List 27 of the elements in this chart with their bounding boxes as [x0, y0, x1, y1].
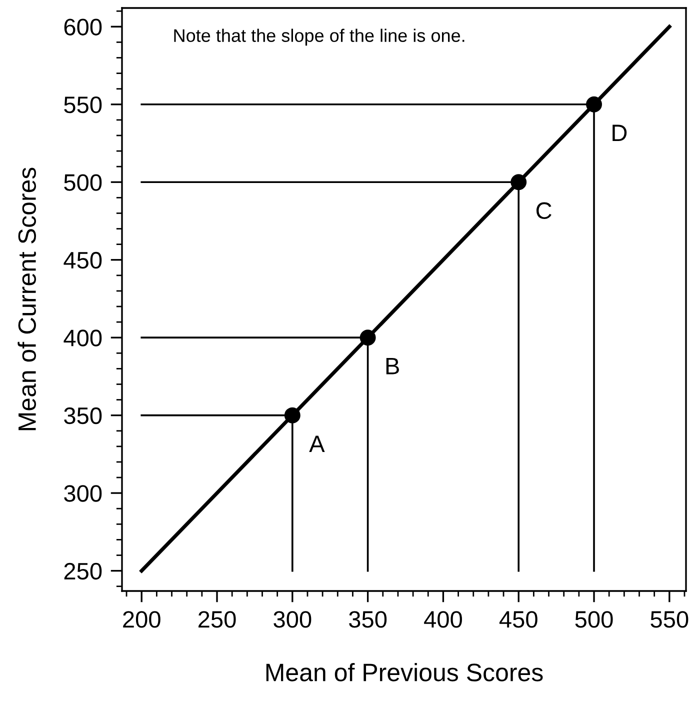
x-tick-label: 300: [274, 611, 312, 628]
x-tick-label: 200: [123, 611, 160, 628]
y-tick-label: 400: [64, 330, 102, 346]
x-tick-label: 500: [575, 611, 613, 628]
annotation: Note that the slope of the line is one.: [174, 28, 464, 46]
x-tick-label: 450: [499, 611, 538, 628]
annotation: A: [309, 436, 325, 452]
point: [510, 174, 527, 190]
y-tick-label: 250: [64, 562, 102, 580]
y-tick-label: 500: [64, 174, 102, 191]
annotation: B: [386, 358, 399, 374]
x-tick-label: 400: [424, 611, 462, 628]
x-tick-label: 350: [349, 611, 387, 628]
y-tick-label: 600: [64, 18, 102, 36]
point: [284, 407, 300, 424]
x-axis-title: Mean of Previous Scores: [266, 663, 543, 682]
y-tick-label: 450: [64, 252, 102, 269]
y-tick-label: 550: [64, 96, 102, 114]
y-axis-title: Mean of Current Scores: [18, 168, 36, 430]
point: [586, 96, 602, 112]
point: [360, 330, 376, 346]
x-tick-label: 250: [198, 611, 236, 628]
annotation: C: [536, 202, 552, 220]
y-tick-label: 350: [64, 407, 102, 424]
x-tick-label: 550: [650, 611, 688, 628]
annotation: D: [612, 124, 627, 142]
y-tick-label: 300: [64, 485, 102, 502]
